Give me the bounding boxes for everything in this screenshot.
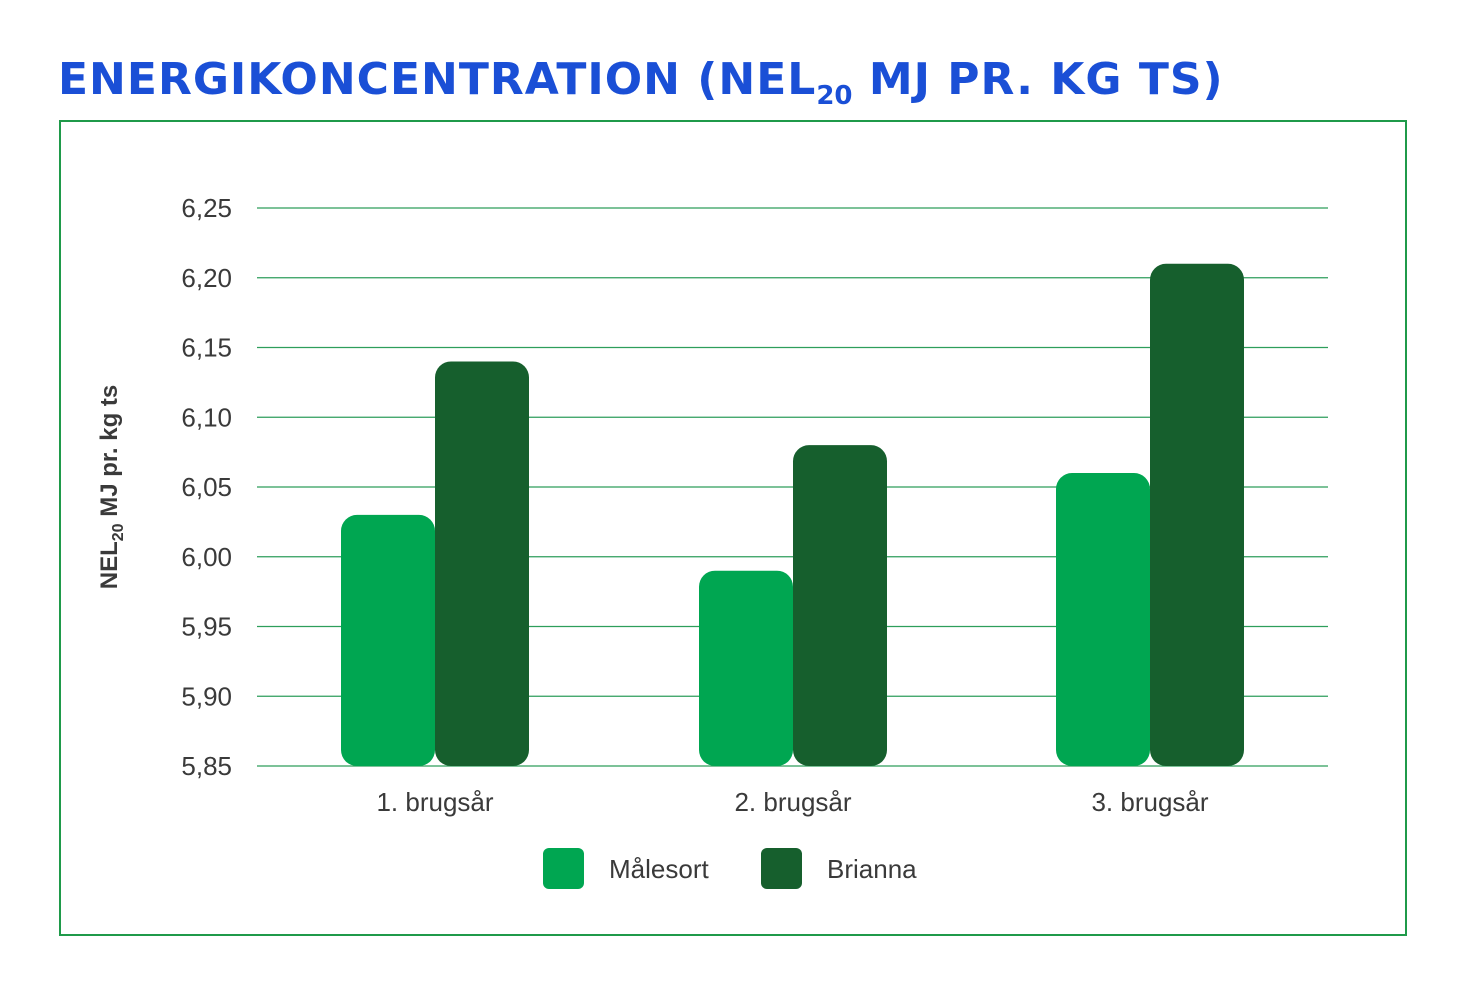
- y-tick-label: 6,00: [181, 542, 232, 572]
- legend-label-malesort: Målesort: [609, 854, 709, 884]
- y-tick-label: 6,15: [181, 333, 232, 363]
- y-axis-label: NEL20 MJ pr. kg ts: [96, 385, 127, 590]
- title-subscript: 20: [816, 81, 853, 111]
- bars: [341, 263, 1244, 766]
- x-category-label: 3. brugsår: [1091, 787, 1208, 817]
- y-tick-labels: 5,85 5,90 5,95 6,00 6,05 6,10 6,15 6,20 6,25: [181, 193, 232, 781]
- bar-malesort-1: [341, 514, 435, 766]
- y-tick-label: 6,05: [181, 472, 232, 502]
- legend-swatch-malesort: [543, 848, 584, 889]
- page-title: ENERGIKONCENTRATION (NEL20 MJ PR. KG TS): [58, 50, 1224, 126]
- x-category-label: 1. brugsår: [376, 787, 493, 817]
- bar-malesort-3: [1056, 473, 1150, 766]
- chart-frame: [59, 120, 1407, 936]
- y-tick-label: 6,20: [181, 263, 232, 293]
- y-axis-label-rest: MJ pr. kg ts: [96, 385, 123, 524]
- y-axis-label-main: NEL: [96, 541, 123, 589]
- y-tick-label: 6,10: [181, 402, 232, 432]
- title-main: ENERGIKONCENTRATION (NEL: [58, 54, 817, 105]
- y-tick-label: 6,25: [181, 193, 232, 223]
- x-category-labels: 1. brugsår 2. brugsår 3. brugsår: [376, 787, 1208, 817]
- y-tick-label: 5,95: [181, 612, 232, 642]
- y-tick-label: 5,90: [181, 681, 232, 711]
- legend-label-brianna: Brianna: [827, 854, 917, 884]
- bar-brianna-3: [1150, 263, 1244, 766]
- legend: Målesort Brianna: [543, 848, 917, 889]
- y-tick-label: 5,85: [181, 751, 232, 781]
- x-category-label: 2. brugsår: [734, 787, 851, 817]
- y-axis-label-subscript: 20: [110, 523, 127, 541]
- bar-brianna-2: [793, 445, 887, 766]
- title-rest: MJ PR. KG TS): [852, 54, 1224, 105]
- bar-malesort-2: [699, 570, 793, 766]
- bar-brianna-1: [435, 361, 529, 766]
- legend-swatch-brianna: [761, 848, 802, 889]
